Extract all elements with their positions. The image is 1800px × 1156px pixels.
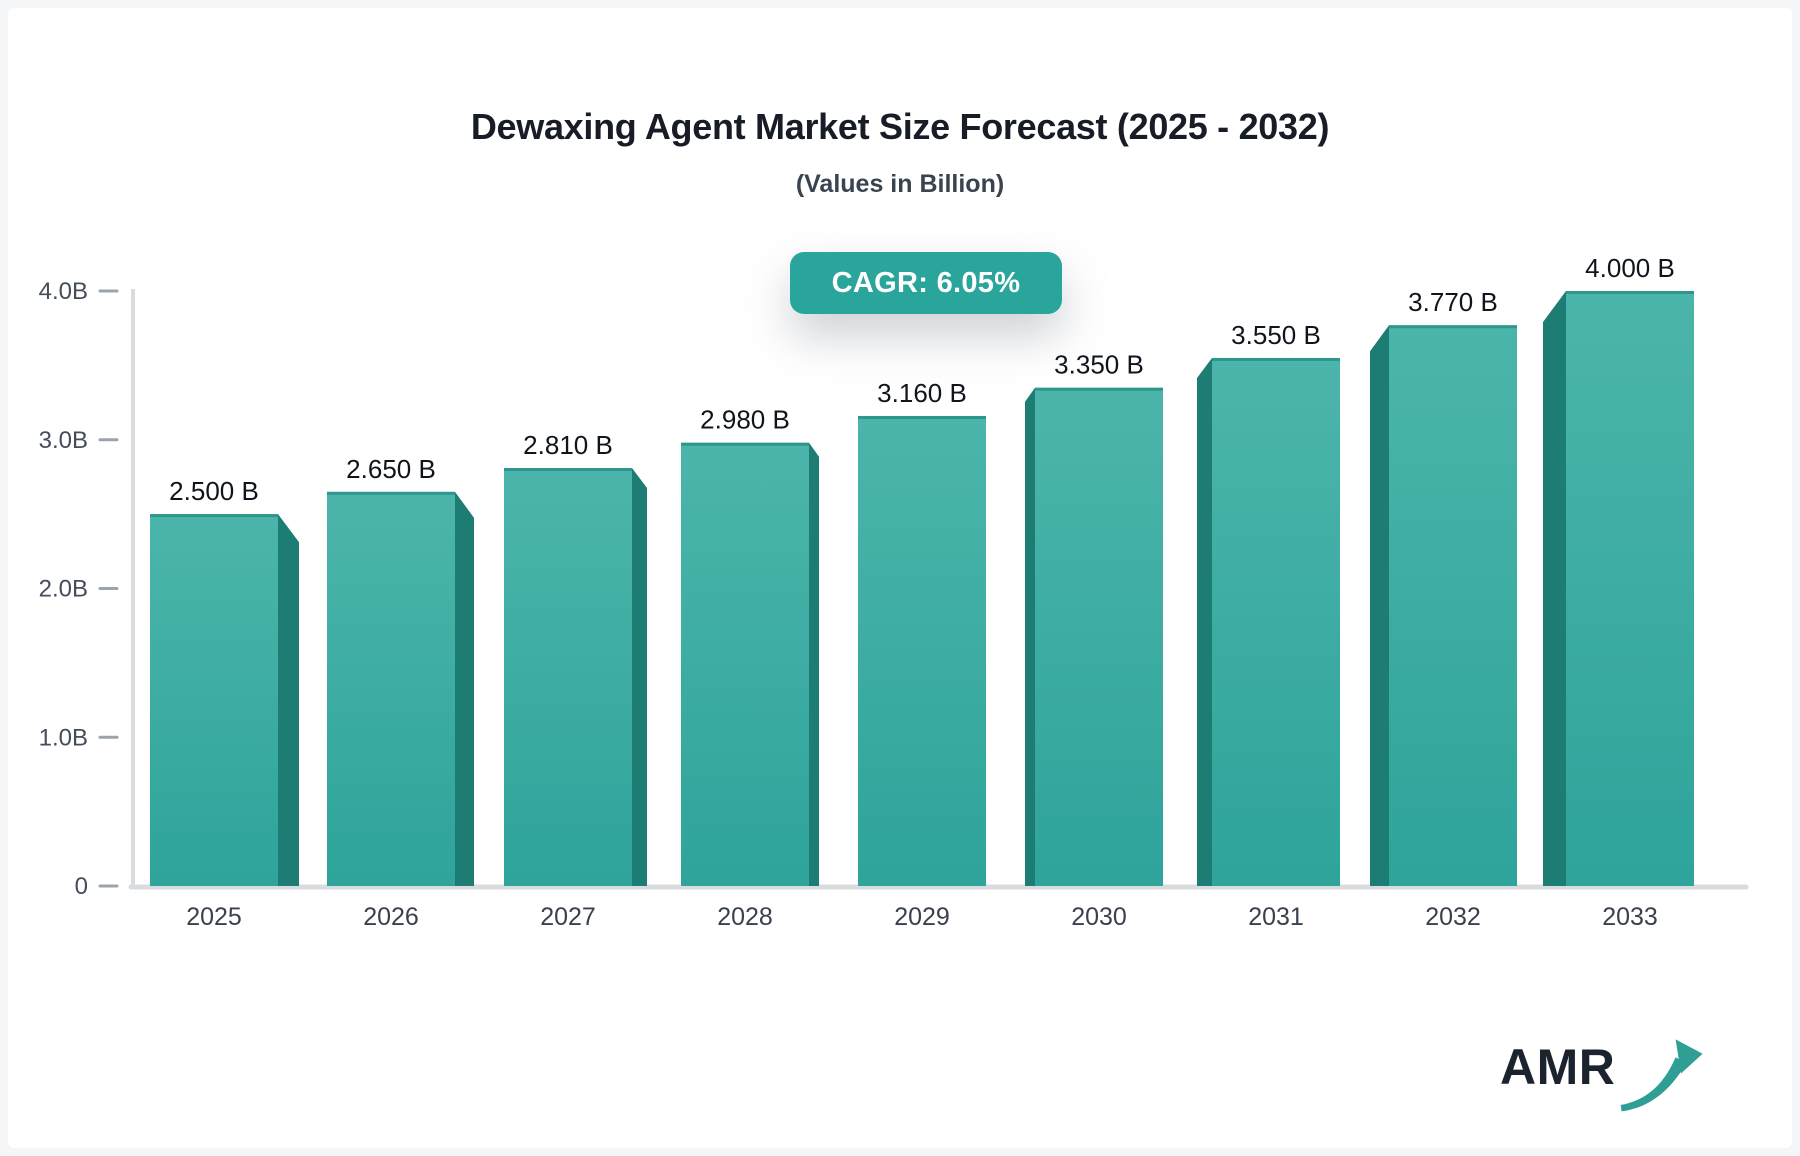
cagr-badge: CAGR: 6.05% [790,252,1062,314]
bar [681,442,809,886]
chart-subtitle: (Values in Billion) [795,170,1005,198]
bar-value-label: 3.160 B [877,378,967,408]
x-tick-label: 2029 [894,903,950,931]
bar-value-label: 3.550 B [1231,320,1321,350]
bar [504,468,632,886]
bar [1035,387,1163,886]
bar-side-face [1543,291,1566,886]
chart-card: 0 1.0B 2.0B 3.0B 4.0B 2.500 B 2025 2.650 B 2026 2… [8,8,1792,1148]
amr-logo: AMR [1500,1030,1703,1120]
x-tick-label: 2026 [363,903,419,931]
x-tick-label: 2028 [717,903,773,931]
bar-value-label: 2.650 B [346,454,436,484]
bar-chart: 0 1.0B 2.0B 3.0B 4.0B 2.500 B 2025 2.650 B 2026 2… [39,253,1749,931]
bar-side-face [1025,387,1035,886]
y-tick-label: 4.0B [39,278,88,305]
x-tick-label: 2030 [1071,903,1127,931]
bar-value-label: 2.980 B [700,405,790,435]
bar-side-face [809,442,819,886]
y-tick-label: 1.0B [39,724,88,751]
bar-value-label: 3.770 B [1408,287,1498,317]
bar-side-face [1197,357,1212,886]
y-tick-label: 3.0B [39,427,88,454]
amr-logo-text: AMR [1500,1039,1616,1095]
y-tick-label: 0 [75,873,88,900]
bar [1212,357,1340,886]
y-tick-label: 2.0B [39,576,88,603]
x-tick-label: 2031 [1248,903,1304,931]
bar-side-face [455,491,474,886]
x-tick-label: 2033 [1602,903,1658,931]
cagr-badge-label: CAGR: 6.05% [831,266,1021,299]
bar [1389,325,1517,886]
bar-side-face [1370,325,1389,886]
growth-arrow-icon [1620,1039,1703,1112]
bar-side-face [632,468,647,886]
bar-value-label: 4.000 B [1585,253,1675,283]
x-tick-label: 2027 [540,903,596,931]
chart-title: Dewaxing Agent Market Size Forecast (202… [470,106,1330,147]
bar [327,491,455,886]
bar-side-face [278,514,299,886]
bar-value-label: 2.810 B [523,430,613,460]
bar-value-label: 2.500 B [169,476,259,506]
bar [1566,291,1694,886]
x-tick-label: 2032 [1425,903,1481,931]
bar [858,415,986,886]
bar-value-label: 3.350 B [1054,350,1144,380]
x-tick-label: 2025 [186,903,242,931]
bar [150,514,278,886]
